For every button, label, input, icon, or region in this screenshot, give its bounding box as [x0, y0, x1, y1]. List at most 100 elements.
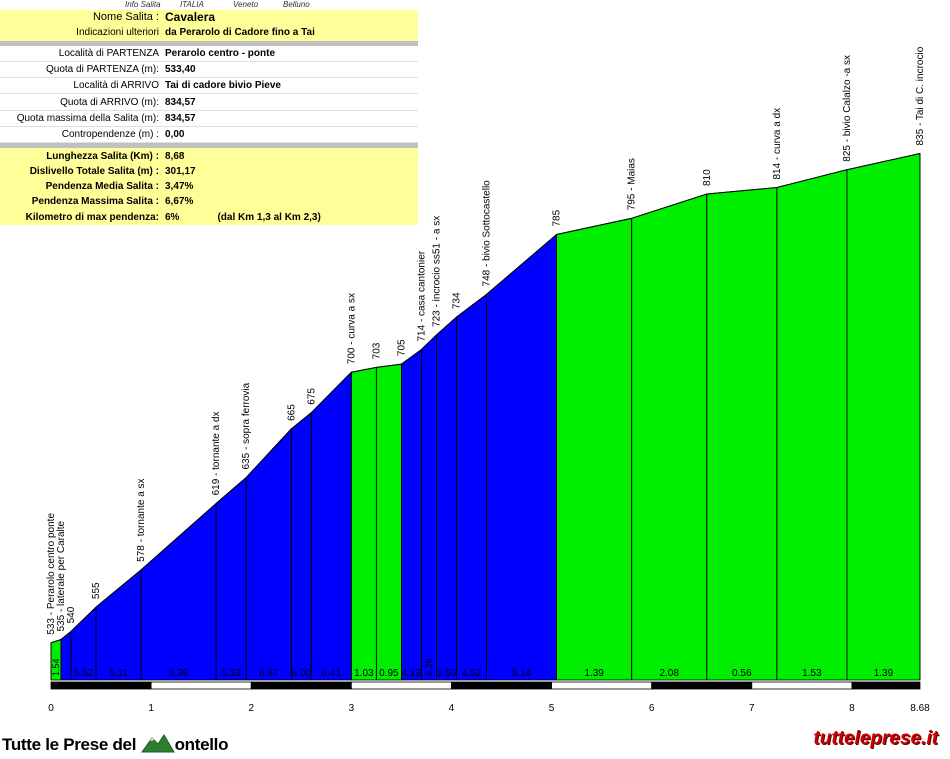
waypoint-label: 675 [306, 388, 317, 405]
profile-segment [245, 427, 292, 681]
waypoint-label: 540 [66, 606, 77, 623]
segment-gradient-label: 0.56 [732, 668, 752, 679]
tag-info-salita: Info Salita [125, 0, 161, 9]
km-scale-segment [250, 681, 352, 690]
segment-gradient-label: 0.95 [379, 668, 399, 679]
km-scale-segment [751, 681, 853, 690]
info-value: 0,00 [162, 126, 418, 144]
km-scale-segment [551, 681, 653, 690]
max-gradient-value: 6% [165, 211, 180, 223]
info-key: Pendenza Media Salita : [0, 178, 162, 195]
info-value: Perarolo centro - ponte [162, 45, 418, 62]
profile-outline [50, 153, 921, 644]
separator [0, 142, 418, 149]
segment-gradient-label: 2.08 [659, 668, 679, 679]
separator [0, 40, 418, 46]
segment-gradient-label: 5.33 [221, 668, 241, 679]
segment-gradient-label: 5.50 [437, 668, 457, 679]
segment-gradient-label: 5.26 [424, 658, 434, 676]
segment-gradient-label: 5.11 [109, 668, 128, 679]
segment-gradient-label: 1.39 [874, 668, 894, 679]
footer-brand-left: Tutte le Prese del ontello [2, 733, 228, 755]
waypoint-label: 665 [286, 404, 297, 421]
segment-gradient-label: 4.52 [462, 668, 482, 679]
x-tick-label: 5 [549, 703, 555, 714]
info-value: 8,68 [162, 148, 418, 164]
profile-segment [290, 411, 312, 681]
segment-gradient-label: 4.13 [402, 668, 422, 679]
km-scale-segment [651, 681, 753, 690]
info-key: Quota di PARTENZA (m): [0, 61, 162, 79]
profile-segment [215, 476, 247, 681]
waypoint-label: 785 [552, 209, 563, 226]
profile-segment [401, 348, 422, 681]
waypoint-label: 734 [451, 292, 462, 309]
info-value: 6,67% [162, 194, 418, 210]
segment-gradient-label: 1.03 [354, 668, 374, 679]
info-value: 3,47% [162, 178, 418, 195]
info-key: Kilometro di max pendenza: [0, 209, 162, 225]
mountain-logo-icon [140, 734, 175, 753]
info-key: Pendenza Massima Salita : [0, 194, 162, 210]
segment-gradient-label: 1.54 [51, 658, 61, 676]
profile-segment [436, 316, 457, 681]
x-tick-label: 4 [449, 703, 455, 714]
info-key: Località di ARRIVO [0, 77, 162, 95]
waypoint-label: 703 [371, 342, 382, 359]
tag-region: Veneto [233, 0, 259, 9]
profile-segment [556, 217, 633, 681]
km-scale-segment [50, 681, 152, 690]
km-scale-segment [150, 681, 252, 690]
altimetry-chart: 1.54 5.52 5.11 5.39 5.33 6.67 6.00 6.41 1.03 0.95… [46, 46, 930, 714]
waypoint-label: 578 - tornante a sx [136, 478, 147, 561]
tag-province: Belluno [283, 0, 310, 9]
profile-segment [631, 193, 708, 681]
waypoint-label: 619 - tornante a dx [211, 411, 222, 495]
waypoint-label: 700 - curva a sx [346, 293, 357, 364]
waypoint-label: 835 - Tai di C. incrocio [915, 46, 926, 145]
segment-gradient-label: 6.67 [259, 668, 279, 679]
info-key: Dislivello Totale Salita (m) : [0, 163, 162, 179]
waypoint-label: 714 - casa cantonier [416, 250, 427, 341]
info-value: 533,40 [162, 61, 418, 79]
km-scale-segment [350, 681, 452, 690]
waypoint-label: 825 - bivio Calalzo -a sx [842, 55, 853, 162]
segment-gradient-label: 5.39 [169, 668, 189, 679]
info-key: Quota di ARRIVO (m): [0, 93, 162, 111]
waypoint-label: 814 - curva a dx [772, 108, 783, 180]
waypoint-label: 533 - Perarolo centro ponte [46, 513, 57, 635]
x-tick-label: 1 [148, 703, 154, 714]
footer-site-logo: tutteleprese.it [813, 728, 938, 749]
waypoint-label: 795 - Maias [627, 158, 638, 210]
info-value: 834,57 [162, 110, 418, 128]
segment-gradient-label: 6.00 [292, 668, 312, 679]
km-scale-segment [451, 681, 552, 690]
waypoint-label: 535 - laterale per Caralte [56, 520, 67, 631]
info-value: Tai di cadore bivio Pieve [162, 77, 418, 95]
x-tick-label: 8.68 [910, 703, 930, 714]
profile-segment [310, 371, 352, 681]
info-value: 301,17 [162, 163, 418, 179]
tag-country: ITALIA [180, 0, 204, 9]
x-tick-label: 6 [649, 703, 655, 714]
info-key: Quota massima della Salita (m): [0, 110, 162, 128]
profile-segment [375, 363, 402, 681]
x-tick-label: 0 [48, 703, 54, 714]
x-tick-label: 3 [349, 703, 355, 714]
info-key: Indicazioni ulteriori [0, 25, 162, 41]
profile-segment [350, 366, 377, 681]
segment-gradient-label: 5.14 [512, 668, 532, 679]
info-value: 6% (dal Km 1,3 al Km 2,3) [162, 209, 418, 225]
info-value: 834,57 [162, 93, 418, 111]
profile-segment [421, 333, 437, 681]
x-tick-label: 7 [749, 703, 755, 714]
info-key: Località di PARTENZA [0, 45, 162, 62]
waypoint-label: 555 [91, 582, 102, 599]
profile-segment [776, 169, 848, 681]
km-scale-segment [851, 681, 921, 690]
profile-segment [95, 568, 142, 681]
profile-segment [456, 293, 487, 681]
profile-segment [486, 233, 557, 681]
info-key: Contropendenze (m) : [0, 126, 162, 144]
waypoint-label: 705 [396, 339, 407, 356]
